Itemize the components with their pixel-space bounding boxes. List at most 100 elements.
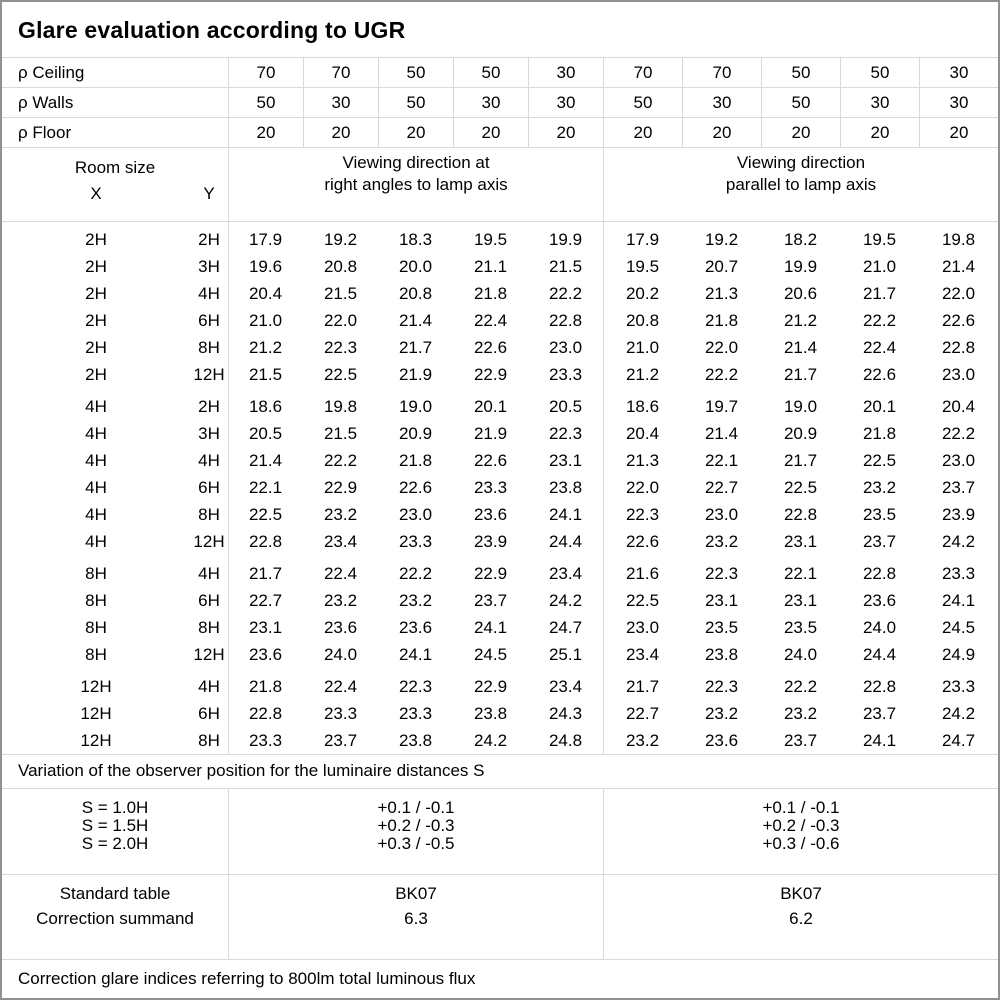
ugr-value-cell: 23.4 — [548, 677, 583, 696]
ugr-value-cell: 20.8 — [625, 311, 660, 330]
ugr-value-cell: 19.5 — [625, 257, 660, 276]
ugr-value-cell: 21.8 — [473, 284, 508, 303]
ugr-value-cell: 23.8 — [398, 731, 433, 750]
ugr-value-cell: 21.4 — [248, 451, 283, 470]
ugr-value-cell: 19.5 — [862, 230, 897, 249]
ugr-value-cell: 20.4 — [941, 397, 976, 416]
ugr-value-cell: 22.0 — [323, 311, 358, 330]
ugr-value-cell: 25.1 — [548, 645, 583, 664]
ugr-value-cell: 23.7 — [323, 731, 358, 750]
room-size-x-cell: 2H — [85, 365, 107, 384]
ugr-value-cell: 22.8 — [783, 505, 818, 524]
ugr-value-cell: 19.9 — [783, 257, 818, 276]
ugr-value-cell: 24.2 — [941, 532, 976, 551]
ugr-value-cell: 18.6 — [248, 397, 283, 416]
ugr-value-cell: 22.8 — [862, 677, 897, 696]
ugr-table-row: 4H 12H 22.8 23.4 23.3 23.9 24.4 22.6 23.2 23.1 23.… — [2, 528, 998, 555]
s-variation-parallel: +0.1 / -0.1 +0.2 / -0.3 +0.3 / -0.6 — [603, 789, 998, 874]
room-size-y-cell: 12H — [193, 645, 225, 664]
room-size-y-cell: 6H — [198, 311, 220, 330]
ugr-value-cell: 18.6 — [625, 397, 660, 416]
room-size-header: Room size X Y — [2, 148, 228, 221]
footer-note: Correction glare indices referring to 80… — [18, 969, 476, 988]
ugr-value-cell: 21.3 — [704, 284, 739, 303]
ugr-value-cell: 22.2 — [783, 677, 818, 696]
ugr-value-cell: 21.2 — [783, 311, 818, 330]
room-size-label: Room size — [74, 158, 156, 177]
room-size-x-cell: 12H — [80, 704, 112, 723]
ugr-value-cell: 23.2 — [704, 532, 739, 551]
ugr-value-cell: 21.7 — [783, 451, 818, 470]
room-size-x-cell: 2H — [85, 284, 107, 303]
reflectance-value-cell: 30 — [919, 88, 998, 117]
room-size-x-cell: 8H — [85, 618, 107, 637]
room-size-y-cell: 3H — [198, 257, 220, 276]
room-size-y-cell: 2H — [198, 230, 220, 249]
ugr-value-cell: 19.7 — [704, 397, 739, 416]
ugr-value-cell: 21.7 — [248, 564, 283, 583]
ugr-value-cell: 21.8 — [248, 677, 283, 696]
ugr-value-cell: 23.2 — [323, 591, 358, 610]
ugr-value-cell: 24.9 — [941, 645, 976, 664]
ugr-table-row: 8H 8H 23.1 23.6 23.6 24.1 24.7 23.0 23.5 23.5 24.0… — [2, 614, 998, 641]
ugr-value-cell: 23.9 — [941, 505, 976, 524]
room-size-y-cell: 2H — [198, 397, 220, 416]
ugr-value-cell: 23.0 — [398, 505, 433, 524]
ugr-value-cell: 22.5 — [323, 365, 358, 384]
room-size-y-cell: 4H — [198, 677, 220, 696]
room-size-x-cell: 12H — [80, 731, 112, 750]
room-size-x-cell: 12H — [80, 677, 112, 696]
ugr-table-row: 4H 6H 22.1 22.9 22.6 23.3 23.8 22.0 22.7 22.5 23.2… — [2, 474, 998, 501]
title-bar: Glare evaluation according to UGR — [2, 2, 998, 58]
ugr-value-cell: 23.8 — [548, 478, 583, 497]
reflectance-value-cell: 70 — [303, 58, 378, 87]
ugr-value-cell: 23.3 — [941, 677, 976, 696]
ugr-value-cell: 22.0 — [704, 338, 739, 357]
room-size-y-cell: 12H — [193, 532, 225, 551]
variation-note: Variation of the observer position for t… — [2, 755, 998, 789]
ugr-value-cell: 21.0 — [862, 257, 897, 276]
ugr-value-cell: 19.9 — [548, 230, 583, 249]
ugr-value-cell: 23.9 — [473, 532, 508, 551]
correction-summand-value: 6.2 — [789, 909, 813, 928]
ugr-value-cell: 20.4 — [625, 424, 660, 443]
ugr-value-cell: 22.6 — [473, 451, 508, 470]
ugr-value-cell: 23.4 — [625, 645, 660, 664]
s-variation-right-angles: +0.1 / -0.1 +0.2 / -0.3 +0.3 / -0.5 — [228, 789, 603, 874]
ugr-value-cell: 24.1 — [548, 505, 583, 524]
ugr-value-cell: 20.0 — [398, 257, 433, 276]
ugr-table-row: 2H 2H 17.9 19.2 18.3 19.5 19.9 17.9 19.2 18.2 19.5… — [2, 226, 998, 253]
ugr-value-cell: 17.9 — [625, 230, 660, 249]
ugr-value-cell: 23.5 — [783, 618, 818, 637]
ugr-value-cell: 20.5 — [248, 424, 283, 443]
room-size-y-cell: 12H — [193, 365, 225, 384]
reflectance-value-cell: 50 — [453, 58, 528, 87]
ugr-value-cell: 22.3 — [704, 677, 739, 696]
reflectance-value-cell: 20 — [303, 118, 378, 147]
ugr-value-cell: 22.3 — [398, 677, 433, 696]
ugr-value-cell: 21.9 — [473, 424, 508, 443]
ugr-value-cell: 23.5 — [862, 505, 897, 524]
reflectance-value-cell: 20 — [228, 118, 303, 147]
ugr-value-cell: 22.0 — [941, 284, 976, 303]
ugr-value-cell: 23.4 — [323, 532, 358, 551]
ugr-value-cell: 24.7 — [548, 618, 583, 637]
ugr-value-cell: 24.1 — [941, 591, 976, 610]
ugr-value-cell: 21.4 — [398, 311, 433, 330]
room-size-x-cell: 4H — [85, 397, 107, 416]
table-header: Room size X Y Viewing direction at right… — [2, 148, 998, 222]
ugr-value-cell: 23.3 — [548, 365, 583, 384]
reflectance-value-cell: 20 — [682, 118, 761, 147]
reflectance-value-cell: 70 — [682, 58, 761, 87]
ugr-value-cell: 19.2 — [323, 230, 358, 249]
reflectance-value-cell: 50 — [603, 88, 682, 117]
group-header-right-angles-line1: Viewing direction at — [342, 153, 490, 172]
ugr-value-cell: 22.5 — [248, 505, 283, 524]
ugr-value-cell: 24.7 — [941, 731, 976, 750]
ugr-value-cell: 23.0 — [941, 365, 976, 384]
ugr-value-cell: 20.6 — [783, 284, 818, 303]
ugr-value-cell: 21.0 — [625, 338, 660, 357]
ugr-value-cell: 23.2 — [398, 591, 433, 610]
standard-table-label: Standard table — [59, 884, 171, 903]
ugr-value-cell: 20.9 — [398, 424, 433, 443]
